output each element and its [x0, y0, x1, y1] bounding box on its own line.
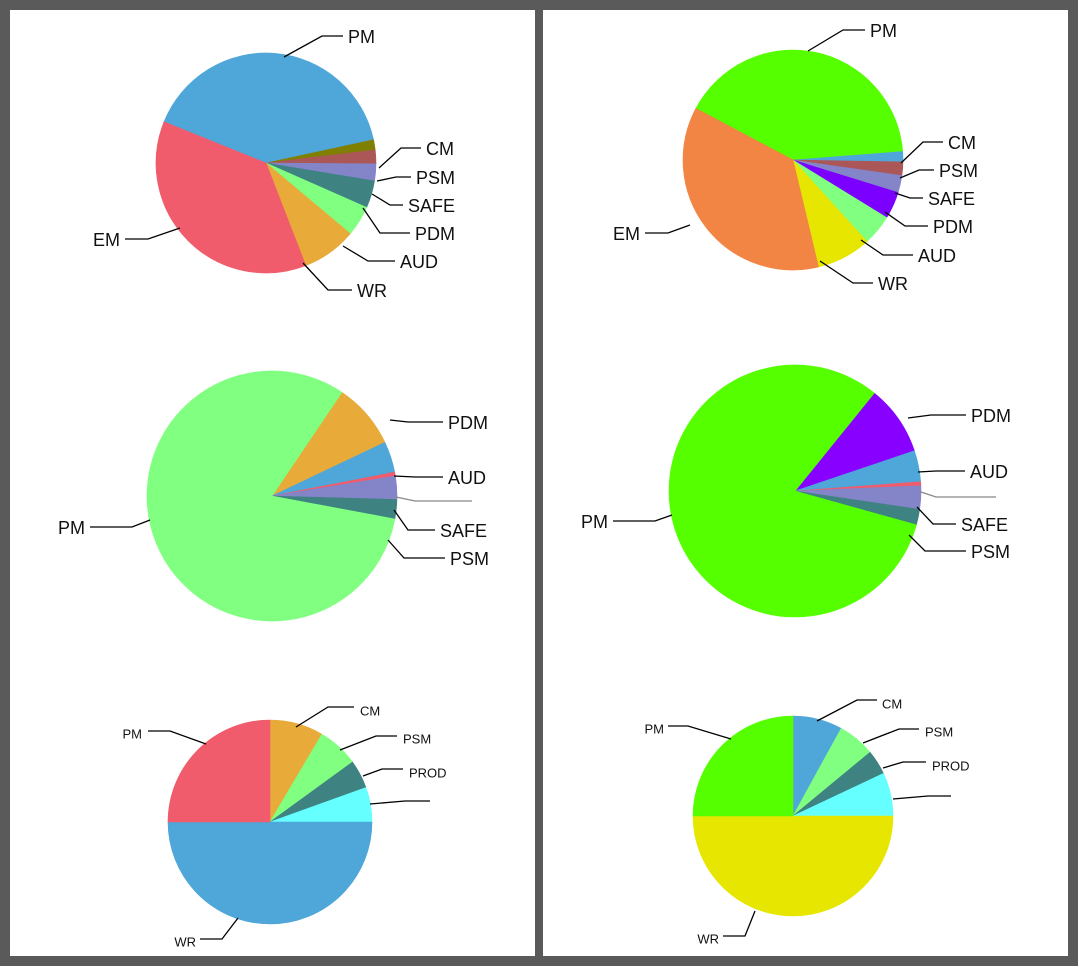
- slice-label-pm: PM: [870, 21, 897, 41]
- leader-line-unlabeled: [920, 491, 996, 498]
- leader-line-wr: [819, 260, 873, 284]
- slice-label-pdm: PDM: [933, 217, 973, 237]
- slice-label-pdm: PDM: [448, 413, 488, 433]
- slice-label-psm: PSM: [971, 542, 1010, 562]
- slice-label-wr: WR: [174, 934, 196, 949]
- leader-line-unlabeled: [395, 496, 472, 502]
- slice-label-wr: WR: [357, 281, 387, 301]
- slice-label-psm: PSM: [416, 168, 455, 188]
- leader-line-unlabeled: [369, 800, 430, 805]
- leader-line-pdm: [907, 414, 966, 419]
- slice-label-aud: AUD: [400, 252, 438, 272]
- leader-line-cm: [900, 141, 943, 164]
- slice-pm: [695, 49, 904, 161]
- leader-line-psm: [899, 169, 934, 179]
- leader-line-pm: [613, 514, 673, 522]
- slice-label-pdm: PDM: [971, 406, 1011, 426]
- slice-label-safe: SAFE: [961, 515, 1008, 535]
- slice-label-pm: PM: [348, 27, 375, 47]
- slice-label-prod: PROD: [409, 765, 447, 780]
- pie-charts-right: PM CM PSM SAFE PDM AUD WR EM PDM AUD SAFE PSM PM CM PS…: [581, 21, 1011, 947]
- slice-wr: [167, 821, 373, 925]
- slice-label-pm: PM: [123, 726, 143, 741]
- pie-chart-3: CM PSM PROD WR PM: [123, 703, 447, 949]
- leader-line-cm: [816, 699, 877, 722]
- leader-line-aud: [342, 245, 395, 262]
- leader-line-safe: [371, 193, 403, 206]
- leader-line-safe: [393, 509, 435, 531]
- leader-line-aud: [393, 475, 443, 478]
- slice-label-cm: CM: [426, 139, 454, 159]
- leader-line-aud: [917, 470, 965, 473]
- slice-label-em: EM: [93, 230, 120, 250]
- leader-line-psm: [387, 539, 445, 559]
- leader-line-pm: [148, 730, 207, 745]
- slice-pm: [167, 719, 271, 823]
- leader-line-wr: [302, 262, 352, 291]
- slice-label-cm: CM: [360, 703, 380, 718]
- panel-right: PM CM PSM SAFE PDM AUD WR EM PDM AUD SAFE PSM PM CM PS…: [543, 10, 1068, 956]
- slice-label-aud: AUD: [970, 462, 1008, 482]
- slice-label-aud: AUD: [918, 246, 956, 266]
- leader-line-em: [645, 224, 691, 234]
- slice-label-safe: SAFE: [928, 189, 975, 209]
- leader-line-pdm: [389, 419, 443, 423]
- slice-label-safe: SAFE: [440, 521, 487, 541]
- leader-line-wr: [723, 910, 756, 937]
- leader-line-prod: [362, 768, 403, 777]
- pie-chart-2: PDM AUD SAFE PSM PM: [581, 364, 1011, 618]
- leader-line-psm: [908, 534, 966, 552]
- slice-label-cm: CM: [882, 696, 902, 711]
- leader-line-psm: [376, 176, 411, 182]
- leader-line-pm: [807, 29, 865, 52]
- leader-line-pdm: [362, 207, 410, 234]
- leader-line-cm: [378, 147, 421, 169]
- slice-label-wr: WR: [697, 931, 719, 946]
- leader-line-psm: [862, 728, 919, 744]
- slice-em: [155, 121, 307, 274]
- slice-label-psm: PSM: [939, 161, 978, 181]
- slice-label-psm: PSM: [403, 731, 431, 746]
- slice-label-psm: PSM: [925, 724, 953, 739]
- slice-em: [682, 107, 819, 271]
- leader-line-wr: [200, 917, 239, 940]
- slice-label-em: EM: [613, 224, 640, 244]
- slice-label-psm: PSM: [450, 549, 489, 569]
- slice-wr: [692, 815, 894, 917]
- slice-label-safe: SAFE: [408, 196, 455, 216]
- leader-line-pm: [90, 519, 151, 528]
- pie-chart-1: PM CM PSM SAFE PDM AUD WR EM: [613, 21, 978, 294]
- slice-label-pm: PM: [645, 721, 665, 736]
- leader-line-unlabeled: [892, 795, 951, 800]
- slice-label-cm: CM: [948, 133, 976, 153]
- slice-pm: [668, 364, 917, 618]
- leader-line-safe: [894, 192, 923, 199]
- slice-label-aud: AUD: [448, 468, 486, 488]
- slice-pm: [692, 715, 794, 817]
- slice-pm: [146, 370, 396, 622]
- slice-label-prod: PROD: [932, 758, 970, 773]
- slice-label-pm: PM: [581, 512, 608, 532]
- pie-chart-2: PDM AUD SAFE PSM PM: [58, 370, 489, 622]
- slice-label-pdm: PDM: [415, 224, 455, 244]
- leader-line-cm: [295, 706, 354, 728]
- leader-line-aud: [860, 239, 913, 256]
- leader-line-pm: [283, 35, 343, 58]
- slice-pm: [163, 52, 374, 164]
- pie-chart-3: CM PSM PROD WR PM: [645, 696, 970, 946]
- leader-line-prod: [882, 761, 926, 769]
- leader-line-safe: [916, 506, 956, 525]
- leader-line-pdm: [884, 211, 928, 227]
- leader-line-em: [125, 227, 181, 240]
- slice-label-pm: PM: [58, 518, 85, 538]
- pie-chart-1: PM CM PSM SAFE PDM AUD WR EM: [93, 27, 455, 301]
- panel-left: PM CM PSM SAFE PDM AUD WR EM PDM AUD SAFE PSM PM CM PS…: [10, 10, 535, 956]
- leader-line-psm: [339, 735, 397, 751]
- slice-label-wr: WR: [878, 274, 908, 294]
- pie-charts-left: PM CM PSM SAFE PDM AUD WR EM PDM AUD SAFE PSM PM CM PS…: [58, 27, 489, 950]
- leader-line-pm: [668, 725, 732, 740]
